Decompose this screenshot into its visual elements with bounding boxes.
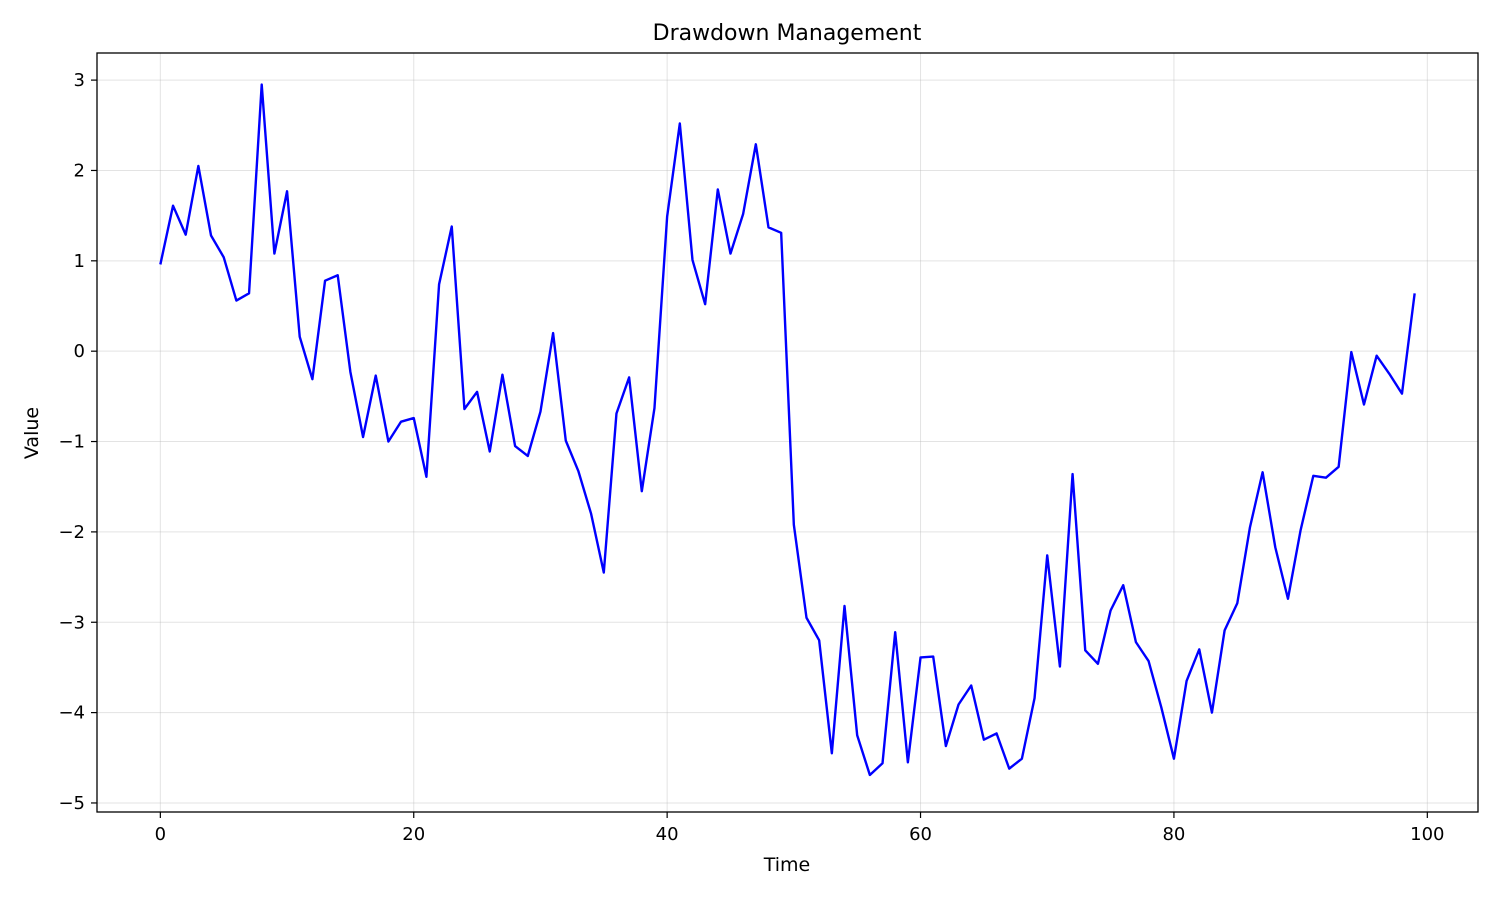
y-tick-label: −5 [58,793,85,814]
y-axis-label: Value [21,407,43,459]
y-tick-label: −1 [58,432,85,453]
x-axis-label: Time [763,854,811,876]
plot-area-frame [96,52,1479,813]
x-tick-label: 60 [909,824,932,845]
x-tick-label: 0 [155,824,166,845]
x-axis: 0 20 40 60 80 100 [155,812,1445,845]
y-axis: 3 2 1 0 −1 −2 −3 −4 −5 [58,70,97,814]
x-tick-label: 40 [656,824,679,845]
x-tick-label: 20 [402,824,425,845]
y-tick-label: 0 [74,341,85,362]
chart-title: Drawdown Management [653,21,922,46]
y-tick-label: −2 [58,522,85,543]
y-tick-label: 2 [74,160,85,181]
y-tick-label: 3 [74,70,85,91]
grid [97,53,1478,812]
series-layer [159,83,1416,777]
y-tick-label: −3 [58,612,85,633]
y-tick-label: −4 [58,703,85,724]
x-tick-label: 80 [1162,824,1185,845]
x-tick-label: 100 [1410,824,1444,845]
series-line [159,83,1416,777]
y-tick-label: 1 [74,251,85,272]
